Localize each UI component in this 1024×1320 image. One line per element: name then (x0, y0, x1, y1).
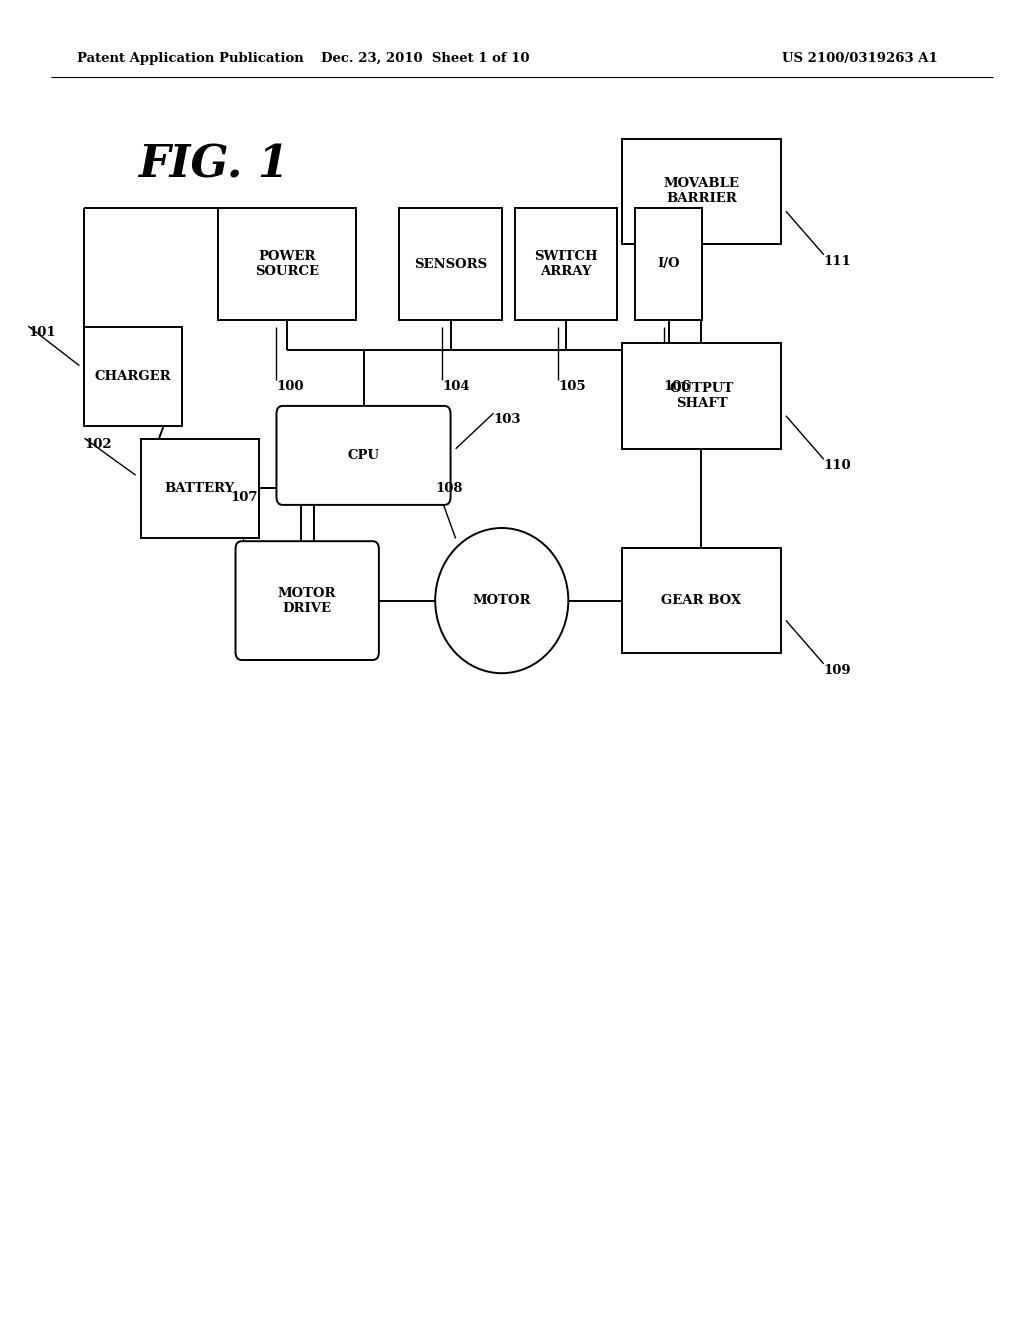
Bar (218, 207, 356, 319)
Text: 102: 102 (85, 438, 112, 451)
Bar (635, 207, 702, 319)
Text: GEAR BOX: GEAR BOX (662, 594, 741, 607)
Ellipse shape (435, 528, 568, 673)
Bar (623, 139, 781, 244)
FancyBboxPatch shape (276, 407, 451, 504)
Text: 104: 104 (442, 380, 470, 392)
Text: POWER
SOURCE: POWER SOURCE (255, 249, 318, 279)
Text: MOTOR: MOTOR (472, 594, 531, 607)
Text: SENSORS: SENSORS (414, 257, 487, 271)
Text: 107: 107 (230, 491, 258, 504)
Text: CPU: CPU (347, 449, 380, 462)
Text: 111: 111 (824, 255, 852, 268)
Bar (84, 327, 182, 425)
Text: 106: 106 (664, 380, 691, 392)
FancyBboxPatch shape (236, 541, 379, 660)
Bar (515, 207, 617, 319)
Text: 109: 109 (824, 664, 851, 677)
Text: MOVABLE
BARRIER: MOVABLE BARRIER (664, 177, 739, 206)
Text: 110: 110 (824, 459, 851, 473)
Text: I/O: I/O (657, 257, 680, 271)
Bar (623, 343, 781, 449)
Text: Patent Application Publication: Patent Application Publication (77, 51, 303, 65)
Text: 103: 103 (494, 413, 521, 426)
Text: FIG. 1: FIG. 1 (138, 144, 289, 186)
Text: 101: 101 (29, 326, 55, 339)
Text: 108: 108 (435, 482, 463, 495)
Text: US 2100/0319263 A1: US 2100/0319263 A1 (782, 51, 938, 65)
Bar (623, 548, 781, 653)
Text: BATTERY: BATTERY (165, 482, 234, 495)
Text: 100: 100 (276, 380, 304, 392)
Text: 105: 105 (558, 380, 586, 392)
Bar (141, 438, 258, 539)
Text: MOTOR
DRIVE: MOTOR DRIVE (278, 586, 337, 615)
Text: Dec. 23, 2010  Sheet 1 of 10: Dec. 23, 2010 Sheet 1 of 10 (321, 51, 529, 65)
Text: CHARGER: CHARGER (95, 370, 171, 383)
Text: OUTPUT
SHAFT: OUTPUT SHAFT (670, 381, 733, 411)
Bar (399, 207, 502, 319)
Text: SWITCH
ARRAY: SWITCH ARRAY (535, 249, 598, 279)
